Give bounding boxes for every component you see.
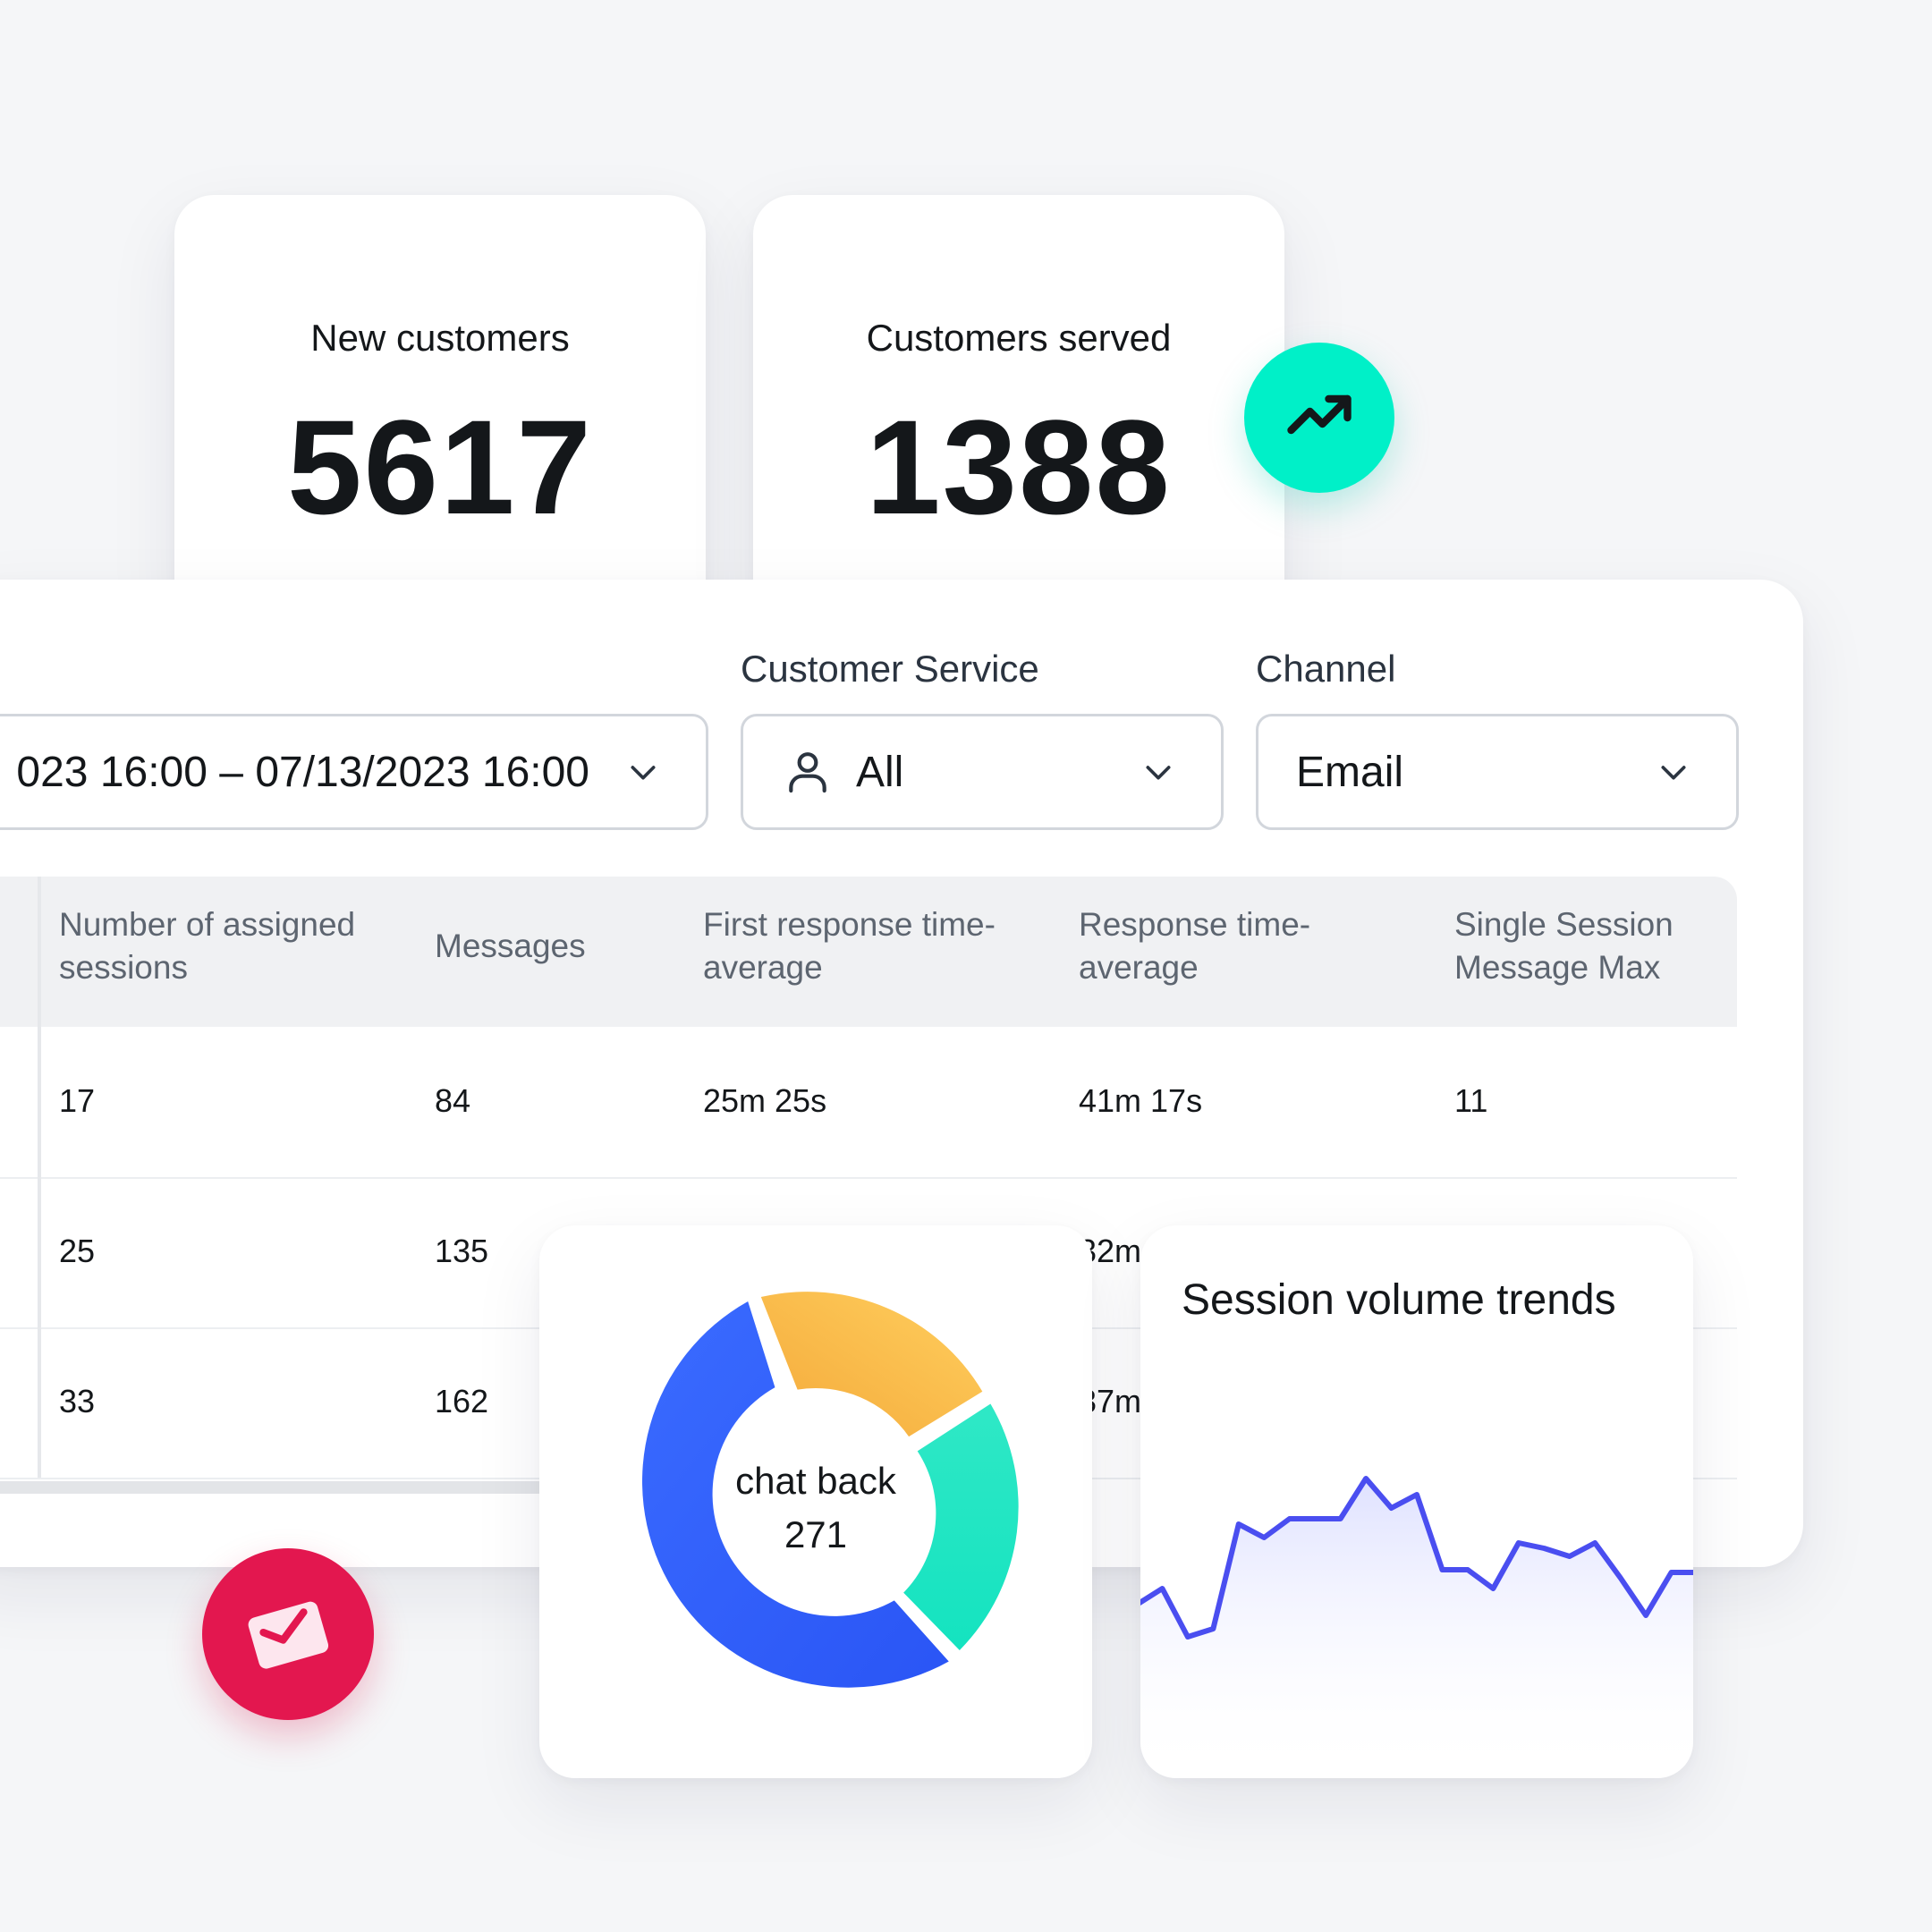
- customer-service-value: All: [856, 748, 904, 796]
- table-row[interactable]: 17 84 25m 25s 41m 17s 11: [0, 1027, 1737, 1179]
- chat-back-donut-card: chat back 271: [539, 1225, 1092, 1778]
- table-cell: 33: [59, 1383, 96, 1419]
- channel-label: Channel: [1256, 648, 1396, 690]
- table-cell: 41m 17s: [1079, 1082, 1203, 1119]
- column-header[interactable]: Messages: [435, 928, 586, 964]
- table-cell: 17: [59, 1082, 96, 1119]
- column-header[interactable]: Response time- average: [1079, 906, 1311, 986]
- stat-value: 5617: [287, 392, 593, 542]
- donut-segment-blue: [642, 1301, 949, 1688]
- column-header[interactable]: Number of assigned sessions: [59, 906, 356, 986]
- mail-icon: [248, 1601, 329, 1669]
- table-cell: 135: [435, 1233, 489, 1269]
- trend-title: Session volume trends: [1182, 1276, 1616, 1324]
- donut-chart: [642, 1292, 1019, 1688]
- donut-segment-yellow: [760, 1292, 983, 1437]
- stat-card-customers-served: Customers served 1388: [753, 195, 1284, 624]
- donut-center-value: 271: [784, 1513, 848, 1555]
- trending-up-badge: [1244, 343, 1394, 493]
- date-range-value: 023 16:00 – 07/13/2023 16:00: [16, 748, 589, 796]
- mail-badge: [202, 1548, 374, 1720]
- column-header[interactable]: First response time- average: [703, 906, 996, 986]
- customer-service-label: Customer Service: [741, 648, 1039, 690]
- chevron-down-icon: [1661, 766, 1686, 780]
- channel-value: Email: [1296, 748, 1404, 796]
- chevron-down-icon: [1146, 766, 1171, 780]
- chevron-down-icon: [631, 766, 656, 780]
- customer-service-select[interactable]: All: [741, 714, 1224, 830]
- table-cell: 84: [435, 1082, 471, 1119]
- table-cell: 25m 25s: [703, 1082, 827, 1119]
- table-cell: 11: [1454, 1082, 1488, 1119]
- table-cell: 25: [59, 1233, 96, 1269]
- session-volume-trends-card: Session volume trends: [1140, 1225, 1693, 1778]
- donut-center-label: chat back: [735, 1460, 896, 1502]
- stat-label: Customers served: [866, 317, 1172, 359]
- trend-line: [1140, 1476, 1693, 1640]
- channel-select[interactable]: Email: [1256, 714, 1739, 830]
- table-header: Number of assigned sessions Messages Fir…: [0, 877, 1737, 1027]
- table-cell: 162: [435, 1383, 489, 1419]
- user-icon: [789, 752, 826, 793]
- date-range-select[interactable]: 023 16:00 – 07/13/2023 16:00: [0, 714, 708, 830]
- stat-value: 1388: [866, 392, 1172, 542]
- stat-label: New customers: [310, 317, 570, 359]
- trend-line-chart: [1140, 1476, 1693, 1778]
- trend-area: [1140, 1479, 1693, 1778]
- trending-up-icon: [1287, 394, 1352, 435]
- column-header[interactable]: Single Session Message Max: [1454, 906, 1674, 986]
- stat-card-new-customers: New customers 5617: [174, 195, 706, 624]
- frozen-column-divider: [38, 877, 41, 1478]
- donut-segment-teal: [903, 1403, 1019, 1650]
